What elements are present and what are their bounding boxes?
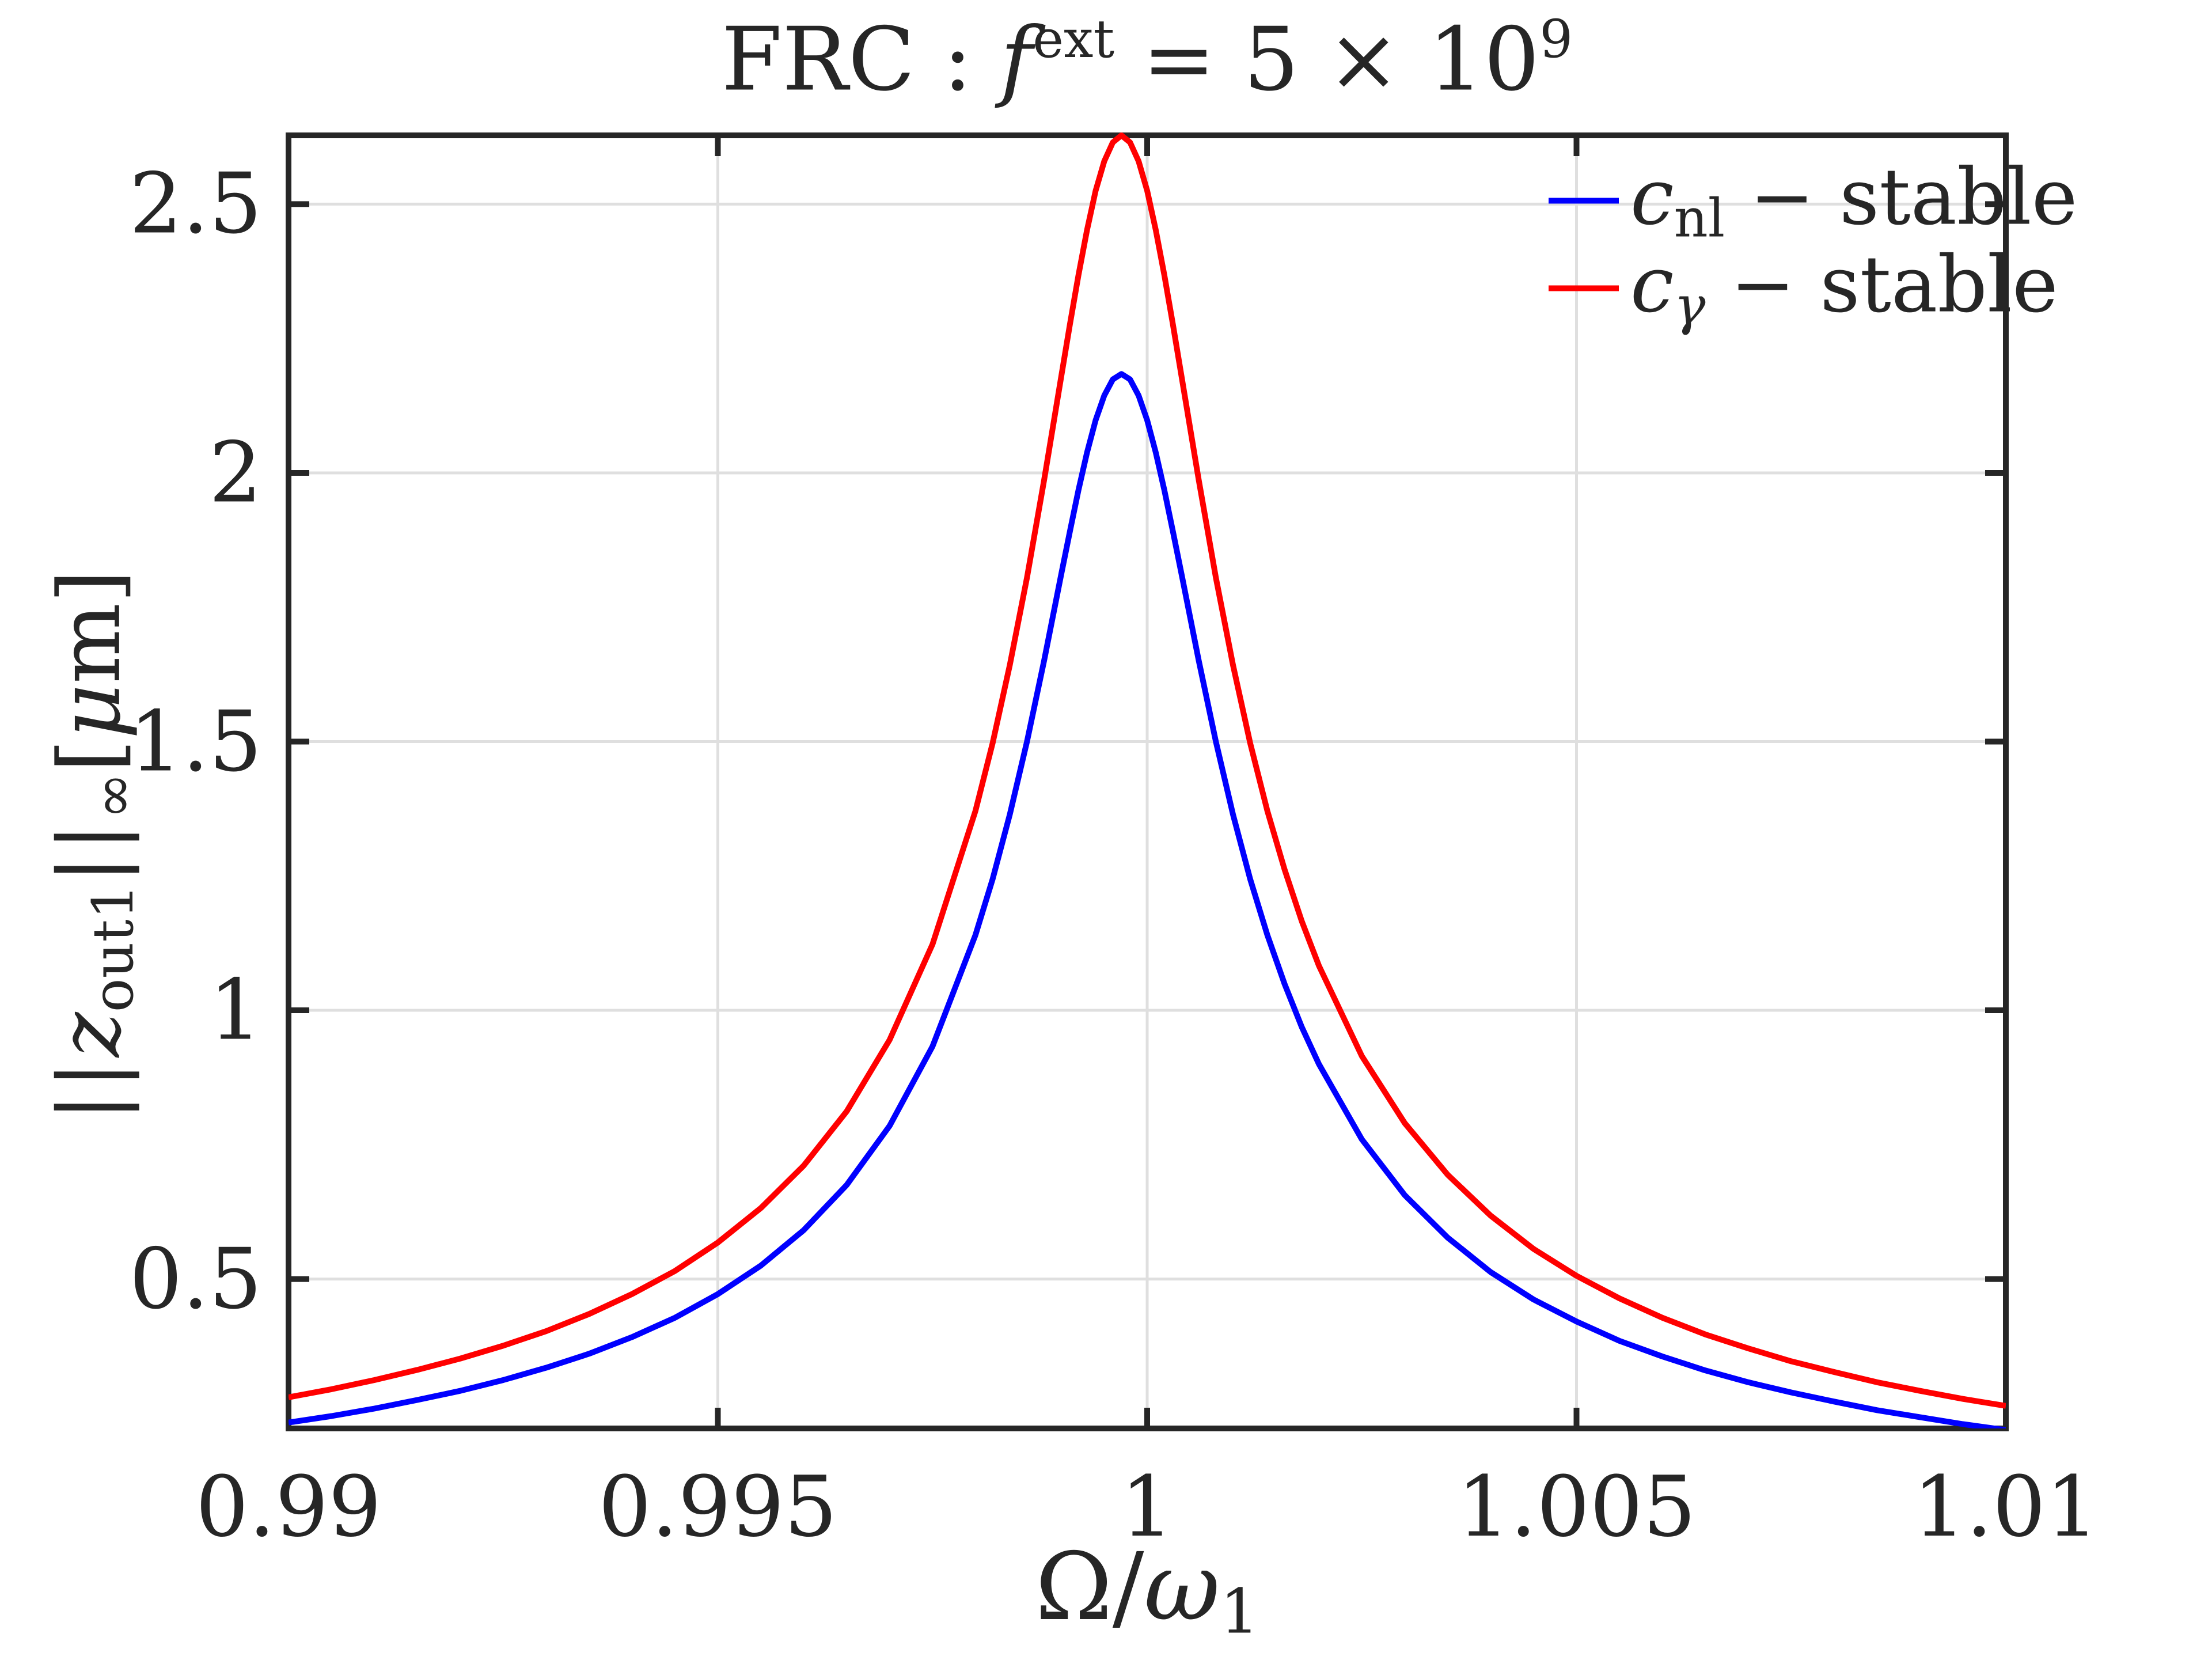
x-tick-label-1: 1 (1120, 1458, 1174, 1556)
x-tick-label-0.995: 0.995 (598, 1458, 838, 1556)
legend-label-cnl: cnl − stable (1630, 151, 2078, 249)
legend-line-sample-blue (1549, 198, 1619, 203)
x-tick-label-0.99: 0.99 (195, 1458, 382, 1556)
y-tick-label-1: 1 (208, 961, 262, 1059)
unit-close: m] (40, 570, 139, 684)
z-subscript: out1 (81, 884, 147, 1013)
title-prefix: FRC : (721, 8, 1000, 111)
omega-lowercase: ω (1144, 1533, 1220, 1642)
title-equation: = 5 × 10 (1114, 8, 1540, 111)
curve-cnl-stable (289, 371, 2006, 1428)
legend-line-sample-red (1549, 285, 1619, 291)
y-axis-label: ||zout1||∞[μm] (40, 570, 146, 1121)
slash: / (1112, 1533, 1144, 1642)
curve-cgamma-stable (289, 132, 2006, 1409)
legend-suffix: − stable (1725, 151, 2078, 242)
omega-subscript: 1 (1220, 1576, 1259, 1648)
z-variable: z (40, 1012, 139, 1058)
c-subscript-gamma: γ (1674, 275, 1706, 337)
legend-suffix: − stable (1705, 239, 2058, 330)
title-exponent: 9 (1539, 8, 1573, 70)
norm-open: || (40, 1057, 139, 1121)
y-tick-label-2: 2 (208, 424, 262, 522)
omega-capital: Ω (1035, 1533, 1113, 1642)
mu-symbol: μ (40, 684, 139, 740)
legend-entry-cnl-stable: cnl − stable (1549, 151, 2078, 249)
title-f-variable: f (1000, 8, 1033, 111)
c-variable: c (1630, 239, 1674, 330)
norm-close: || (40, 819, 139, 884)
x-axis-label: Ω/ω1 (289, 1533, 2006, 1648)
legend-entry-cgamma-stable: cγ − stable (1549, 239, 2058, 337)
c-variable: c (1630, 151, 1674, 242)
title-f-superscript: ext (1033, 8, 1115, 70)
legend-label-cgamma: cγ − stable (1630, 239, 2058, 336)
x-tick-label-1.01: 1.01 (1913, 1458, 2099, 1556)
y-tick-label-0.5: 0.5 (129, 1230, 262, 1328)
y-tick-label-1.5: 1.5 (129, 693, 262, 791)
y-tick-label-2.5: 2.5 (129, 155, 262, 253)
unit-bracket-open: [ (40, 739, 139, 773)
chart-title: FRC : fext = 5 × 109 (289, 8, 2006, 111)
x-tick-label-1.005: 1.005 (1456, 1458, 1697, 1556)
c-subscript-nl: nl (1674, 187, 1725, 249)
